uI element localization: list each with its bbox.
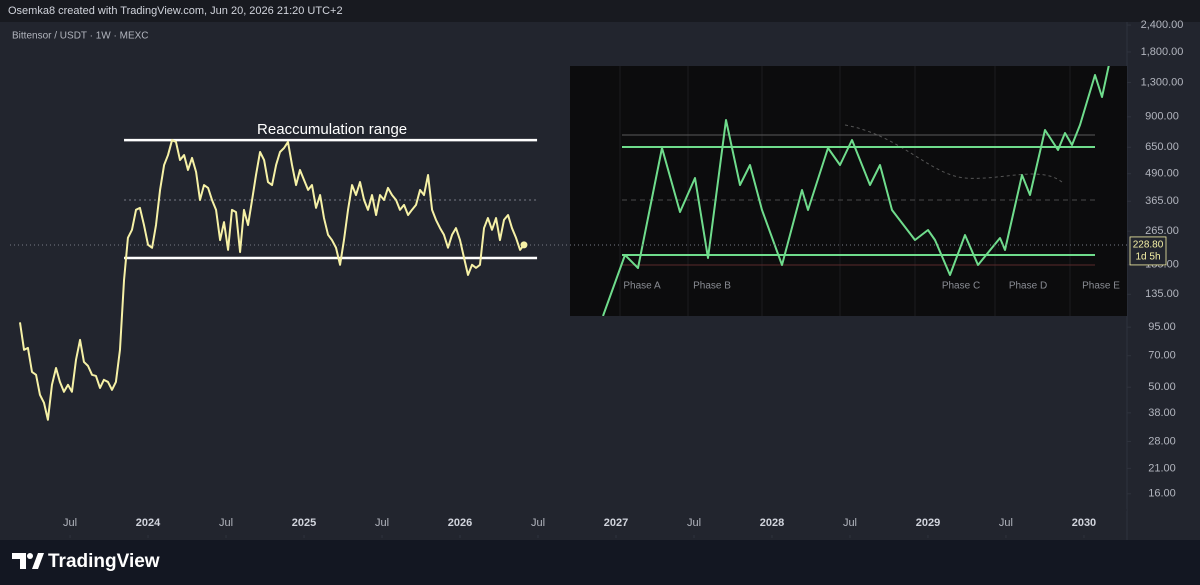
- last-price-label: 228.80: [1133, 240, 1164, 251]
- y-tick-label: 50.00: [1148, 381, 1176, 393]
- y-tick-label: 490.00: [1145, 168, 1179, 180]
- symbol-title: Bittensor / USDT · 1W · MEXC: [12, 31, 149, 42]
- y-tick-label: 1,300.00: [1141, 76, 1184, 88]
- header-text: Osemka8 created with TradingView.com, Ju…: [8, 5, 343, 17]
- inset-background: [570, 66, 1127, 316]
- brand-logo: [12, 553, 44, 569]
- x-tick-label: 2025: [292, 517, 316, 529]
- annotation: Reaccumulation range: [257, 121, 407, 138]
- axes: 16.00 21.00 28.00 38.00 50.00 70.00 95.00 135.0…: [63, 19, 1183, 538]
- x-tick-label: Jul: [63, 517, 77, 529]
- phase-label: Phase B: [693, 281, 731, 292]
- x-tick-label: 2024: [136, 517, 161, 529]
- y-tick-label: 135.00: [1145, 288, 1179, 300]
- x-tick-label: 2026: [448, 517, 472, 529]
- y-tick-label: 95.00: [1148, 321, 1176, 333]
- y-tick-label: 900.00: [1145, 111, 1179, 123]
- x-tick-label: 2029: [916, 517, 940, 529]
- x-tick-label: 2030: [1072, 517, 1096, 529]
- y-tick-label: 28.00: [1148, 435, 1176, 447]
- inset-schematic: [602, 66, 1110, 316]
- y-tick-label: 38.00: [1148, 407, 1176, 419]
- phase-label: Phase C: [942, 281, 980, 292]
- inset-grid: [619, 66, 1071, 316]
- y-tick-label: 265.00: [1145, 225, 1179, 237]
- last-price-box: [1129, 236, 1167, 266]
- header-bar: [0, 0, 1200, 22]
- y-tick-label: 70.00: [1148, 350, 1176, 362]
- phase-label: Phase D: [1009, 281, 1047, 292]
- x-tick-label: Jul: [531, 517, 545, 529]
- plot-area: Reaccumulation range: [10, 121, 1127, 421]
- y-tick-label: 650.00: [1145, 141, 1179, 153]
- y-tick-label: 2,400.00: [1141, 19, 1184, 31]
- x-tick-label: Jul: [219, 517, 233, 529]
- y-tick-label: 365.00: [1145, 195, 1179, 207]
- x-tick-label: Jul: [843, 517, 857, 529]
- x-tick-label: 2027: [604, 517, 628, 529]
- x-tick-label: 2028: [760, 517, 784, 529]
- y-tick-label: 1,800.00: [1141, 46, 1184, 58]
- phase-label: Phase A: [623, 281, 661, 292]
- price-line: [18, 139, 525, 421]
- y-tick-label: 16.00: [1148, 488, 1176, 500]
- brand-text: TradingView: [48, 551, 160, 572]
- x-tick-label: Jul: [687, 517, 701, 529]
- x-tick-label: Jul: [999, 517, 1013, 529]
- y-tick-label: 21.00: [1148, 462, 1176, 474]
- inset-curve: [844, 124, 1063, 183]
- footer-bar: [0, 540, 1200, 585]
- inset-image: Phase A Phase B Phase C Phase D Phase E: [570, 66, 1127, 316]
- x-tick-label: Jul: [375, 517, 389, 529]
- last-point: [520, 241, 528, 249]
- countdown-label: 1d 5h: [1135, 252, 1160, 263]
- phase-label: Phase E: [1082, 281, 1120, 292]
